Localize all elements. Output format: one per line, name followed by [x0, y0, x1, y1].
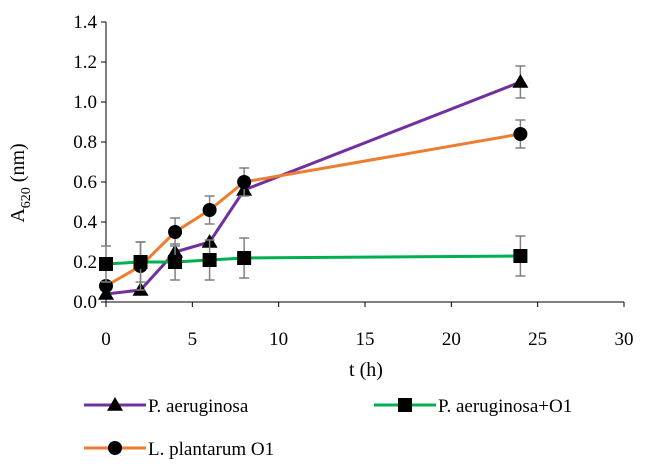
data-point: [237, 175, 252, 189]
legend-label: L. plantarum O1: [148, 439, 274, 460]
legend-item-2: L. plantarum O1: [84, 439, 274, 460]
y-tick-label: 0.4: [73, 212, 97, 233]
data-point: [168, 255, 183, 269]
series-0: [105, 80, 521, 296]
legend-marker: [108, 441, 122, 455]
y-axis-title-unit: (nm): [7, 143, 29, 182]
y-tick-label: 1.4: [73, 12, 97, 33]
x-tick-label: 10: [269, 329, 288, 350]
legend-item-1: P. aeruginosa+O1: [374, 396, 572, 417]
y-tick-label: 1.0: [73, 92, 97, 113]
y-tick-label: 0.2: [73, 252, 97, 273]
legend-item-0: P. aeruginosa: [84, 396, 249, 417]
y-axis-title-main: A: [7, 208, 29, 223]
legend-label: P. aeruginosa+O1: [438, 396, 572, 417]
y-tick-label: 0.6: [73, 172, 97, 193]
axes: 0.0 0.2 0.4 0.6 0.8 1.0 1.2 1.4 0 5 10 15 20 25 30: [73, 12, 633, 350]
series-markers-1: [99, 235, 528, 283]
svg-text:A620 (nm): A620 (nm): [7, 143, 34, 222]
legend-label: P. aeruginosa: [148, 396, 249, 417]
y-tick-label: 0.0: [73, 292, 97, 313]
y-tick-label: 0.8: [73, 132, 97, 153]
x-axis-title: t (h): [349, 359, 383, 381]
data-point: [512, 74, 529, 88]
legend: P. aeruginosa P. aeruginosa+O1 L. plantaru…: [84, 396, 572, 460]
x-tick-label: 25: [528, 329, 547, 350]
x-tick-label: 0: [101, 329, 111, 350]
data-point: [133, 255, 148, 269]
legend-marker: [398, 398, 412, 412]
y-axis-title: A620 (nm): [7, 143, 34, 222]
y-tick-label: 1.2: [73, 52, 97, 73]
data-point: [202, 253, 217, 267]
x-tick-label: 5: [188, 329, 198, 350]
x-tick-label: 20: [442, 329, 461, 350]
plot-area: [98, 65, 529, 300]
data-point: [237, 251, 252, 265]
x-tick-label: 30: [615, 329, 634, 350]
data-point: [168, 225, 183, 239]
data-point: [202, 203, 217, 217]
data-point: [99, 257, 113, 271]
x-tick-label: 15: [356, 329, 375, 350]
series-line: [105, 80, 521, 296]
data-point: [513, 127, 528, 141]
data-point: [513, 249, 528, 263]
y-axis-title-sub: 620: [19, 187, 34, 208]
legend-marker: [107, 397, 123, 411]
